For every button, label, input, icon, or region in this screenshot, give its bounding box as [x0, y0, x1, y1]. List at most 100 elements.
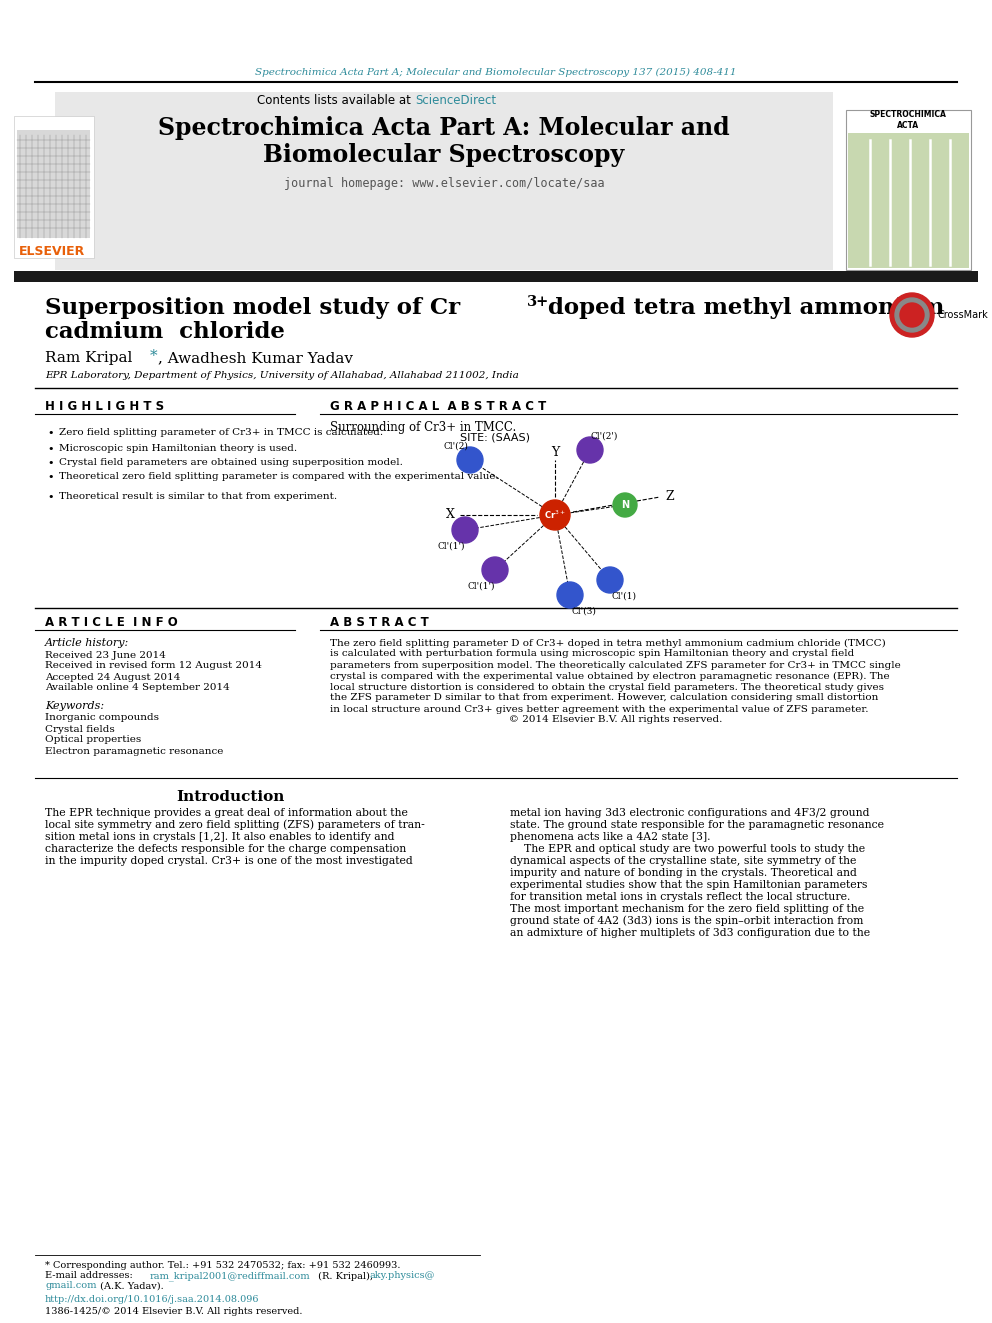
Text: Cl'(1'): Cl'(1') [437, 541, 464, 550]
Text: The zero field splitting parameter D of Cr3+ doped in tetra methyl ammonium cadm: The zero field splitting parameter D of … [330, 639, 886, 647]
Text: The EPR and optical study are two powerful tools to study the: The EPR and optical study are two powerf… [510, 844, 865, 855]
Text: * Corresponding author. Tel.: +91 532 2470532; fax: +91 532 2460993.: * Corresponding author. Tel.: +91 532 24… [45, 1261, 401, 1270]
Text: CrossMark: CrossMark [937, 310, 988, 320]
Text: *: * [150, 349, 158, 363]
Text: cadmium  chloride: cadmium chloride [45, 321, 285, 343]
Circle shape [452, 517, 478, 542]
Text: Introduction: Introduction [176, 790, 284, 804]
Circle shape [482, 557, 508, 583]
Text: Superposition model study of Cr: Superposition model study of Cr [45, 296, 460, 319]
Bar [55, 93, 833, 270]
Text: Received in revised form 12 August 2014: Received in revised form 12 August 2014 [45, 662, 262, 671]
Text: Spectrochimica Acta Part A; Molecular and Biomolecular Spectroscopy 137 (2015) 4: Spectrochimica Acta Part A; Molecular an… [255, 67, 737, 77]
Text: for transition metal ions in crystals reflect the local structure.: for transition metal ions in crystals re… [510, 892, 850, 902]
Text: A B S T R A C T: A B S T R A C T [330, 615, 429, 628]
Text: dynamical aspects of the crystalline state, site symmetry of the: dynamical aspects of the crystalline sta… [510, 856, 856, 867]
Text: Crystal field parameters are obtained using superposition model.: Crystal field parameters are obtained us… [59, 458, 403, 467]
Text: EPR Laboratory, Department of Physics, University of Allahabad, Allahabad 211002: EPR Laboratory, Department of Physics, U… [45, 372, 519, 381]
Bar [14, 271, 978, 282]
Text: SITE: (SAAS): SITE: (SAAS) [460, 433, 530, 443]
Text: (R. Kripal),: (R. Kripal), [315, 1271, 376, 1281]
Text: crystal is compared with the experimental value obtained by electron paramagneti: crystal is compared with the experimenta… [330, 672, 890, 680]
Text: Z: Z [666, 491, 675, 504]
Text: experimental studies show that the spin Hamiltonian parameters: experimental studies show that the spin … [510, 880, 867, 890]
Text: Spectrochimica Acta Part A: Molecular and: Spectrochimica Acta Part A: Molecular an… [158, 116, 730, 140]
Text: Accepted 24 August 2014: Accepted 24 August 2014 [45, 672, 181, 681]
Text: in the impurity doped crystal. Cr3+ is one of the most investigated: in the impurity doped crystal. Cr3+ is o… [45, 856, 413, 867]
Text: the ZFS parameter D similar to that from experiment. However, calculation consid: the ZFS parameter D similar to that from… [330, 693, 878, 703]
Text: •: • [47, 429, 54, 438]
Text: Electron paramagnetic resonance: Electron paramagnetic resonance [45, 746, 223, 755]
Text: 3+: 3+ [527, 295, 550, 310]
Bar [846, 110, 971, 270]
Text: Cr$^{3+}$: Cr$^{3+}$ [545, 509, 565, 521]
Text: Zero field splitting parameter of Cr3+ in TMCC is calculated.: Zero field splitting parameter of Cr3+ i… [59, 429, 383, 437]
Circle shape [900, 303, 924, 327]
Text: The most important mechanism for the zero field splitting of the: The most important mechanism for the zer… [510, 904, 864, 914]
Text: gmail.com: gmail.com [45, 1282, 96, 1290]
Text: © 2014 Elsevier B.V. All rights reserved.: © 2014 Elsevier B.V. All rights reserved… [330, 716, 722, 725]
Text: •: • [47, 445, 54, 454]
Text: Theoretical zero field splitting parameter is compared with the experimental val: Theoretical zero field splitting paramet… [59, 472, 499, 482]
Text: local structure distortion is considered to obtain the crystal field parameters.: local structure distortion is considered… [330, 683, 884, 692]
Text: Optical properties: Optical properties [45, 736, 141, 745]
Text: journal homepage: www.elsevier.com/locate/saa: journal homepage: www.elsevier.com/locat… [284, 176, 604, 189]
Circle shape [540, 500, 570, 531]
Text: ScienceDirect: ScienceDirect [415, 94, 496, 106]
Text: •: • [47, 458, 54, 468]
Bar [17, 130, 90, 238]
Text: Cl'(1'): Cl'(1') [467, 582, 495, 590]
Text: Theoretical result is similar to that from experiment.: Theoretical result is similar to that fr… [59, 492, 337, 501]
Text: parameters from superposition model. The theoretically calculated ZFS parameter : parameters from superposition model. The… [330, 660, 901, 669]
Text: is calculated with perturbation formula using microscopic spin Hamiltonian theor: is calculated with perturbation formula … [330, 650, 854, 659]
Text: Biomolecular Spectroscopy: Biomolecular Spectroscopy [263, 143, 625, 167]
Text: Microscopic spin Hamiltonian theory is used.: Microscopic spin Hamiltonian theory is u… [59, 445, 298, 452]
Text: sition metal ions in crystals [1,2]. It also enables to identify and: sition metal ions in crystals [1,2]. It … [45, 832, 395, 841]
Text: doped tetra methyl ammonium: doped tetra methyl ammonium [548, 296, 944, 319]
Circle shape [613, 493, 637, 517]
Circle shape [597, 568, 623, 593]
Text: http://dx.doi.org/10.1016/j.saa.2014.08.096: http://dx.doi.org/10.1016/j.saa.2014.08.… [45, 1295, 260, 1304]
Text: E-mail addresses:: E-mail addresses: [45, 1271, 136, 1281]
Text: Cl'(2'): Cl'(2') [590, 431, 618, 441]
Text: Available online 4 September 2014: Available online 4 September 2014 [45, 684, 230, 692]
Text: Inorganic compounds: Inorganic compounds [45, 713, 159, 722]
Text: in local structure around Cr3+ gives better agreement with the experimental valu: in local structure around Cr3+ gives bet… [330, 705, 869, 713]
Text: local site symmetry and zero field splitting (ZFS) parameters of tran-: local site symmetry and zero field split… [45, 820, 425, 831]
Text: SPECTROCHIMICA
ACTA: SPECTROCHIMICA ACTA [870, 110, 946, 131]
Text: Cl'(3): Cl'(3) [571, 606, 596, 615]
Text: , Awadhesh Kumar Yadav: , Awadhesh Kumar Yadav [158, 351, 353, 365]
Bar [848, 134, 969, 269]
Circle shape [557, 582, 583, 609]
Text: H I G H L I G H T S: H I G H L I G H T S [45, 400, 164, 413]
Text: Keywords:: Keywords: [45, 701, 104, 710]
Text: an admixture of higher multiplets of 3d3 configuration due to the: an admixture of higher multiplets of 3d3… [510, 927, 870, 938]
Text: A R T I C L E  I N F O: A R T I C L E I N F O [45, 615, 178, 628]
Text: ground state of 4A2 (3d3) ions is the spin–orbit interaction from: ground state of 4A2 (3d3) ions is the sp… [510, 916, 863, 926]
Text: characterize the defects responsible for the charge compensation: characterize the defects responsible for… [45, 844, 407, 855]
Circle shape [457, 447, 483, 474]
Text: G R A P H I C A L  A B S T R A C T: G R A P H I C A L A B S T R A C T [330, 400, 547, 413]
Text: (A.K. Yadav).: (A.K. Yadav). [97, 1282, 164, 1290]
Text: aky.physics@: aky.physics@ [370, 1271, 435, 1281]
Text: •: • [47, 472, 54, 482]
Circle shape [890, 292, 934, 337]
Text: Ram Kripal: Ram Kripal [45, 351, 137, 365]
Text: Received 23 June 2014: Received 23 June 2014 [45, 651, 166, 659]
Bar [14, 116, 94, 258]
Text: Y: Y [551, 446, 559, 459]
Text: Contents lists available at: Contents lists available at [257, 94, 415, 106]
Text: X: X [445, 508, 454, 521]
Text: phenomena acts like a 4A2 state [3].: phenomena acts like a 4A2 state [3]. [510, 832, 710, 841]
Text: The EPR technique provides a great deal of information about the: The EPR technique provides a great deal … [45, 808, 408, 818]
Circle shape [895, 298, 929, 332]
Text: impurity and nature of bonding in the crystals. Theoretical and: impurity and nature of bonding in the cr… [510, 868, 857, 878]
Text: Surrounding of Cr3+ in TMCC.: Surrounding of Cr3+ in TMCC. [330, 422, 516, 434]
Text: metal ion having 3d3 electronic configurations and 4F3/2 ground: metal ion having 3d3 electronic configur… [510, 808, 870, 818]
Text: Crystal fields: Crystal fields [45, 725, 115, 733]
Text: ram_kripal2001@rediffmail.com: ram_kripal2001@rediffmail.com [150, 1271, 310, 1281]
Text: Cl'(2): Cl'(2) [443, 442, 468, 451]
Text: Article history:: Article history: [45, 638, 129, 648]
Text: 1386-1425/© 2014 Elsevier B.V. All rights reserved.: 1386-1425/© 2014 Elsevier B.V. All right… [45, 1307, 303, 1315]
Text: Cl'(1): Cl'(1) [611, 591, 637, 601]
